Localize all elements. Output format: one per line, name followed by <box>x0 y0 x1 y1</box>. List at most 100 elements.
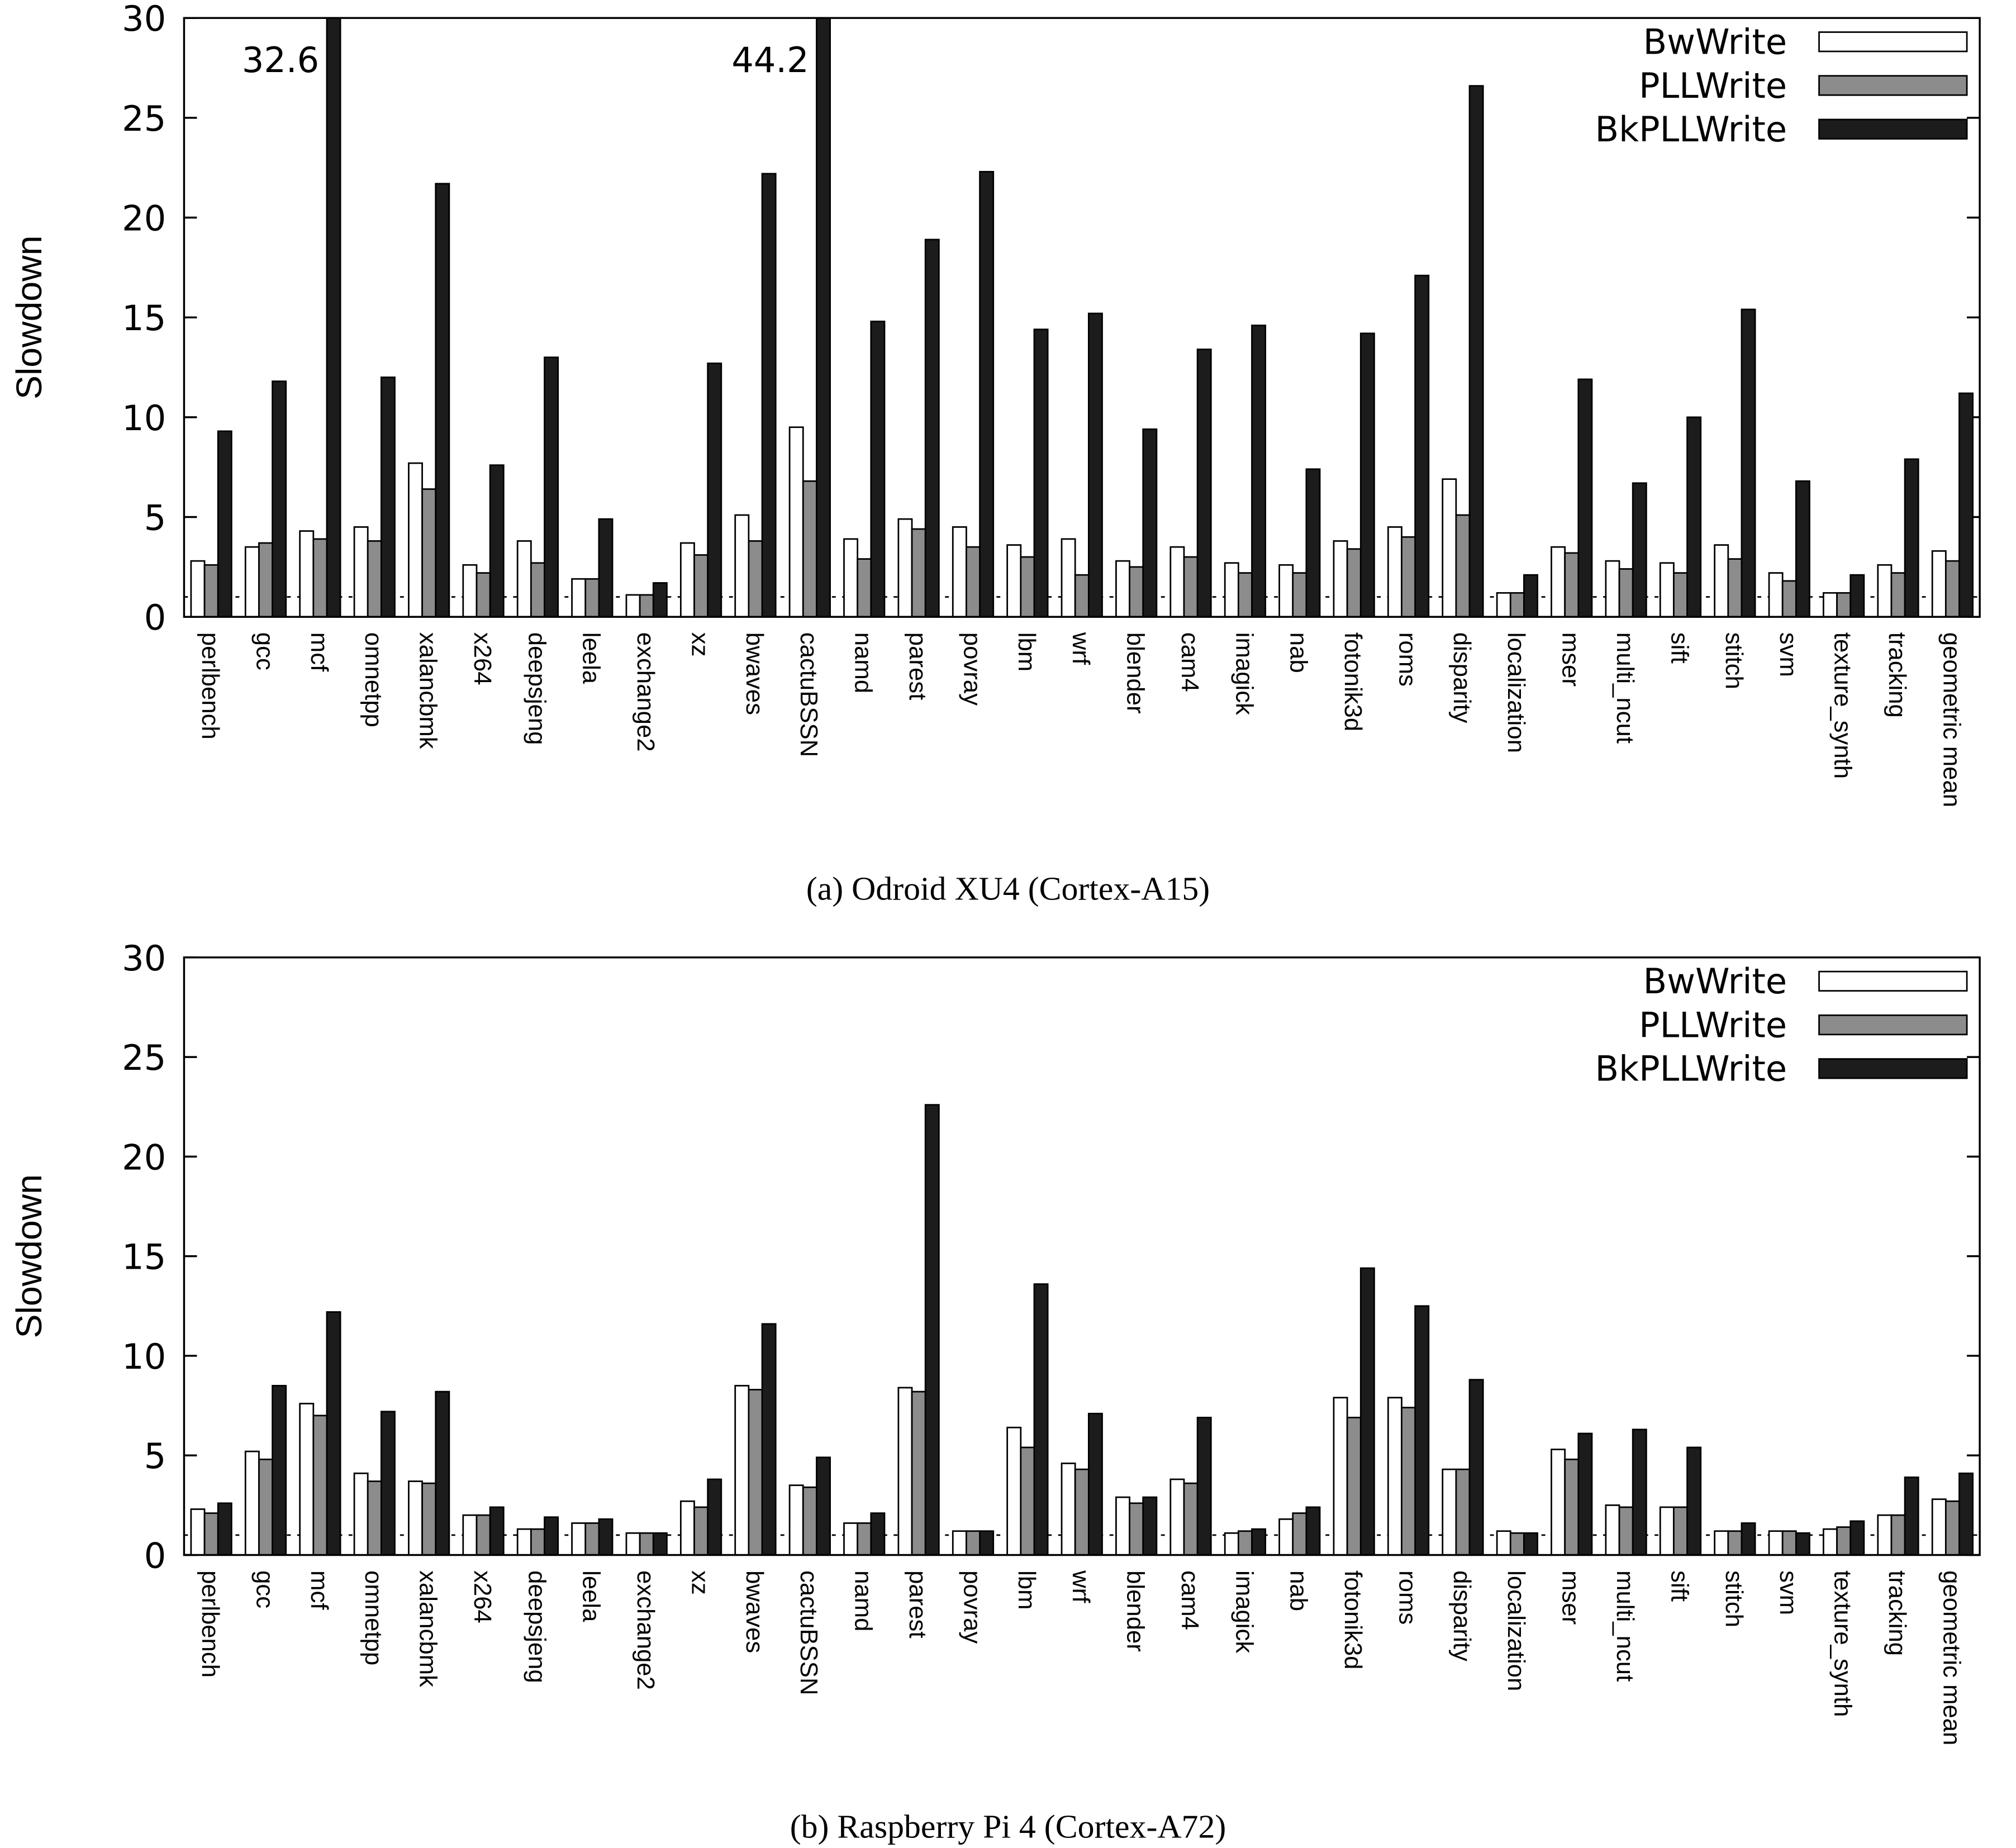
bar <box>1142 428 1158 617</box>
bar <box>1251 325 1267 617</box>
bar <box>952 526 967 617</box>
bar <box>1129 1502 1144 1555</box>
bar <box>272 1385 287 1555</box>
bar <box>1142 1496 1158 1555</box>
bar <box>1768 572 1784 617</box>
x-tick-label: cactuBSSN <box>795 632 822 757</box>
bar <box>911 528 926 617</box>
bar <box>761 1323 777 1555</box>
x-tick-label: texture_synth <box>1829 1570 1857 1717</box>
x-tick-label: perlbench <box>197 632 224 740</box>
bar <box>979 1530 995 1555</box>
bar <box>516 1528 532 1555</box>
bar <box>1904 458 1919 617</box>
bar <box>1033 328 1049 617</box>
bar <box>1169 1478 1185 1555</box>
x-tick-label: nab <box>1285 1570 1313 1611</box>
bar <box>312 538 328 617</box>
bar <box>1904 1477 1919 1555</box>
x-tick-label: svm <box>1775 632 1802 677</box>
legend-swatch <box>1818 75 1968 96</box>
x-tick-label: bwaves <box>741 1570 768 1653</box>
bar <box>462 564 478 617</box>
bar <box>748 540 763 617</box>
bar <box>1196 348 1212 617</box>
bar <box>693 1506 709 1555</box>
legend-swatch <box>1818 1014 1968 1036</box>
bar <box>203 564 219 617</box>
bar <box>1237 1530 1253 1555</box>
bar <box>1523 574 1538 617</box>
bar <box>584 1522 600 1555</box>
bar <box>1468 1379 1484 1555</box>
bar <box>299 1403 315 1555</box>
bar <box>1251 1528 1267 1555</box>
bar <box>1632 482 1647 617</box>
x-tick-label: xalancbmk <box>415 1570 442 1687</box>
x-tick-label: nab <box>1285 632 1313 673</box>
x-tick-label: cactuBSSN <box>795 1570 822 1695</box>
bar <box>857 1522 872 1555</box>
bar <box>544 1516 559 1555</box>
bar <box>190 560 206 617</box>
bar <box>1129 566 1144 617</box>
bar <box>435 183 450 617</box>
y-tick-label: 15 <box>122 298 166 339</box>
bar <box>1781 580 1797 617</box>
bar <box>1564 1458 1580 1555</box>
plot-frame <box>183 956 1981 1556</box>
bar <box>897 1387 913 1555</box>
x-tick-label: povray <box>958 632 986 706</box>
bar <box>1931 550 1947 617</box>
bar <box>1442 1468 1457 1555</box>
x-tick-label: x264 <box>469 632 496 685</box>
x-tick-label: fotonik3d <box>1339 632 1367 731</box>
legend-swatch <box>1818 970 1968 992</box>
bar <box>734 1385 750 1555</box>
bar <box>1020 1446 1035 1555</box>
bar <box>1115 1496 1130 1555</box>
bar <box>1849 574 1865 617</box>
x-tick-label: bwaves <box>741 632 768 715</box>
bar <box>203 1512 219 1555</box>
x-tick-label: stitch <box>1720 1570 1748 1627</box>
bar <box>1944 1500 1960 1555</box>
bar <box>897 518 913 617</box>
bar <box>1686 1446 1702 1555</box>
bar <box>217 430 232 617</box>
bar <box>1523 1532 1538 1555</box>
bar <box>1577 1432 1593 1555</box>
x-tick-label: mcf <box>306 1570 333 1610</box>
bar <box>598 518 614 617</box>
bar <box>1006 1426 1022 1555</box>
bar <box>1714 1530 1729 1555</box>
bar <box>952 1530 967 1555</box>
bar <box>408 1480 423 1555</box>
bar <box>1605 560 1620 617</box>
bar <box>1169 546 1185 617</box>
bar <box>1890 572 1906 617</box>
y-tick-label: 20 <box>122 1137 166 1178</box>
x-tick-label: imagick <box>1230 632 1258 715</box>
bar <box>1890 1514 1906 1555</box>
bar <box>571 1522 587 1555</box>
x-tick-label: fotonik3d <box>1339 1570 1367 1669</box>
bar <box>353 1472 369 1555</box>
bar <box>1346 548 1362 617</box>
bar <box>1346 1417 1362 1555</box>
y-tick-label: 5 <box>144 1436 167 1477</box>
bar <box>734 514 750 617</box>
bar <box>1278 1518 1294 1555</box>
legend-label: PLLWrite <box>1639 65 1787 106</box>
bar <box>530 562 545 617</box>
bar <box>1741 1522 1756 1555</box>
x-tick-label: xz <box>686 1570 714 1595</box>
bar <box>312 1414 328 1555</box>
bar <box>1931 1498 1947 1555</box>
x-tick-label: tracking <box>1884 1570 1911 1656</box>
bar <box>380 377 396 617</box>
bar <box>1781 1530 1797 1555</box>
x-tick-label: mser <box>1557 1570 1585 1625</box>
y-axis-label: Slowdown <box>9 235 49 399</box>
bar <box>1087 312 1103 617</box>
